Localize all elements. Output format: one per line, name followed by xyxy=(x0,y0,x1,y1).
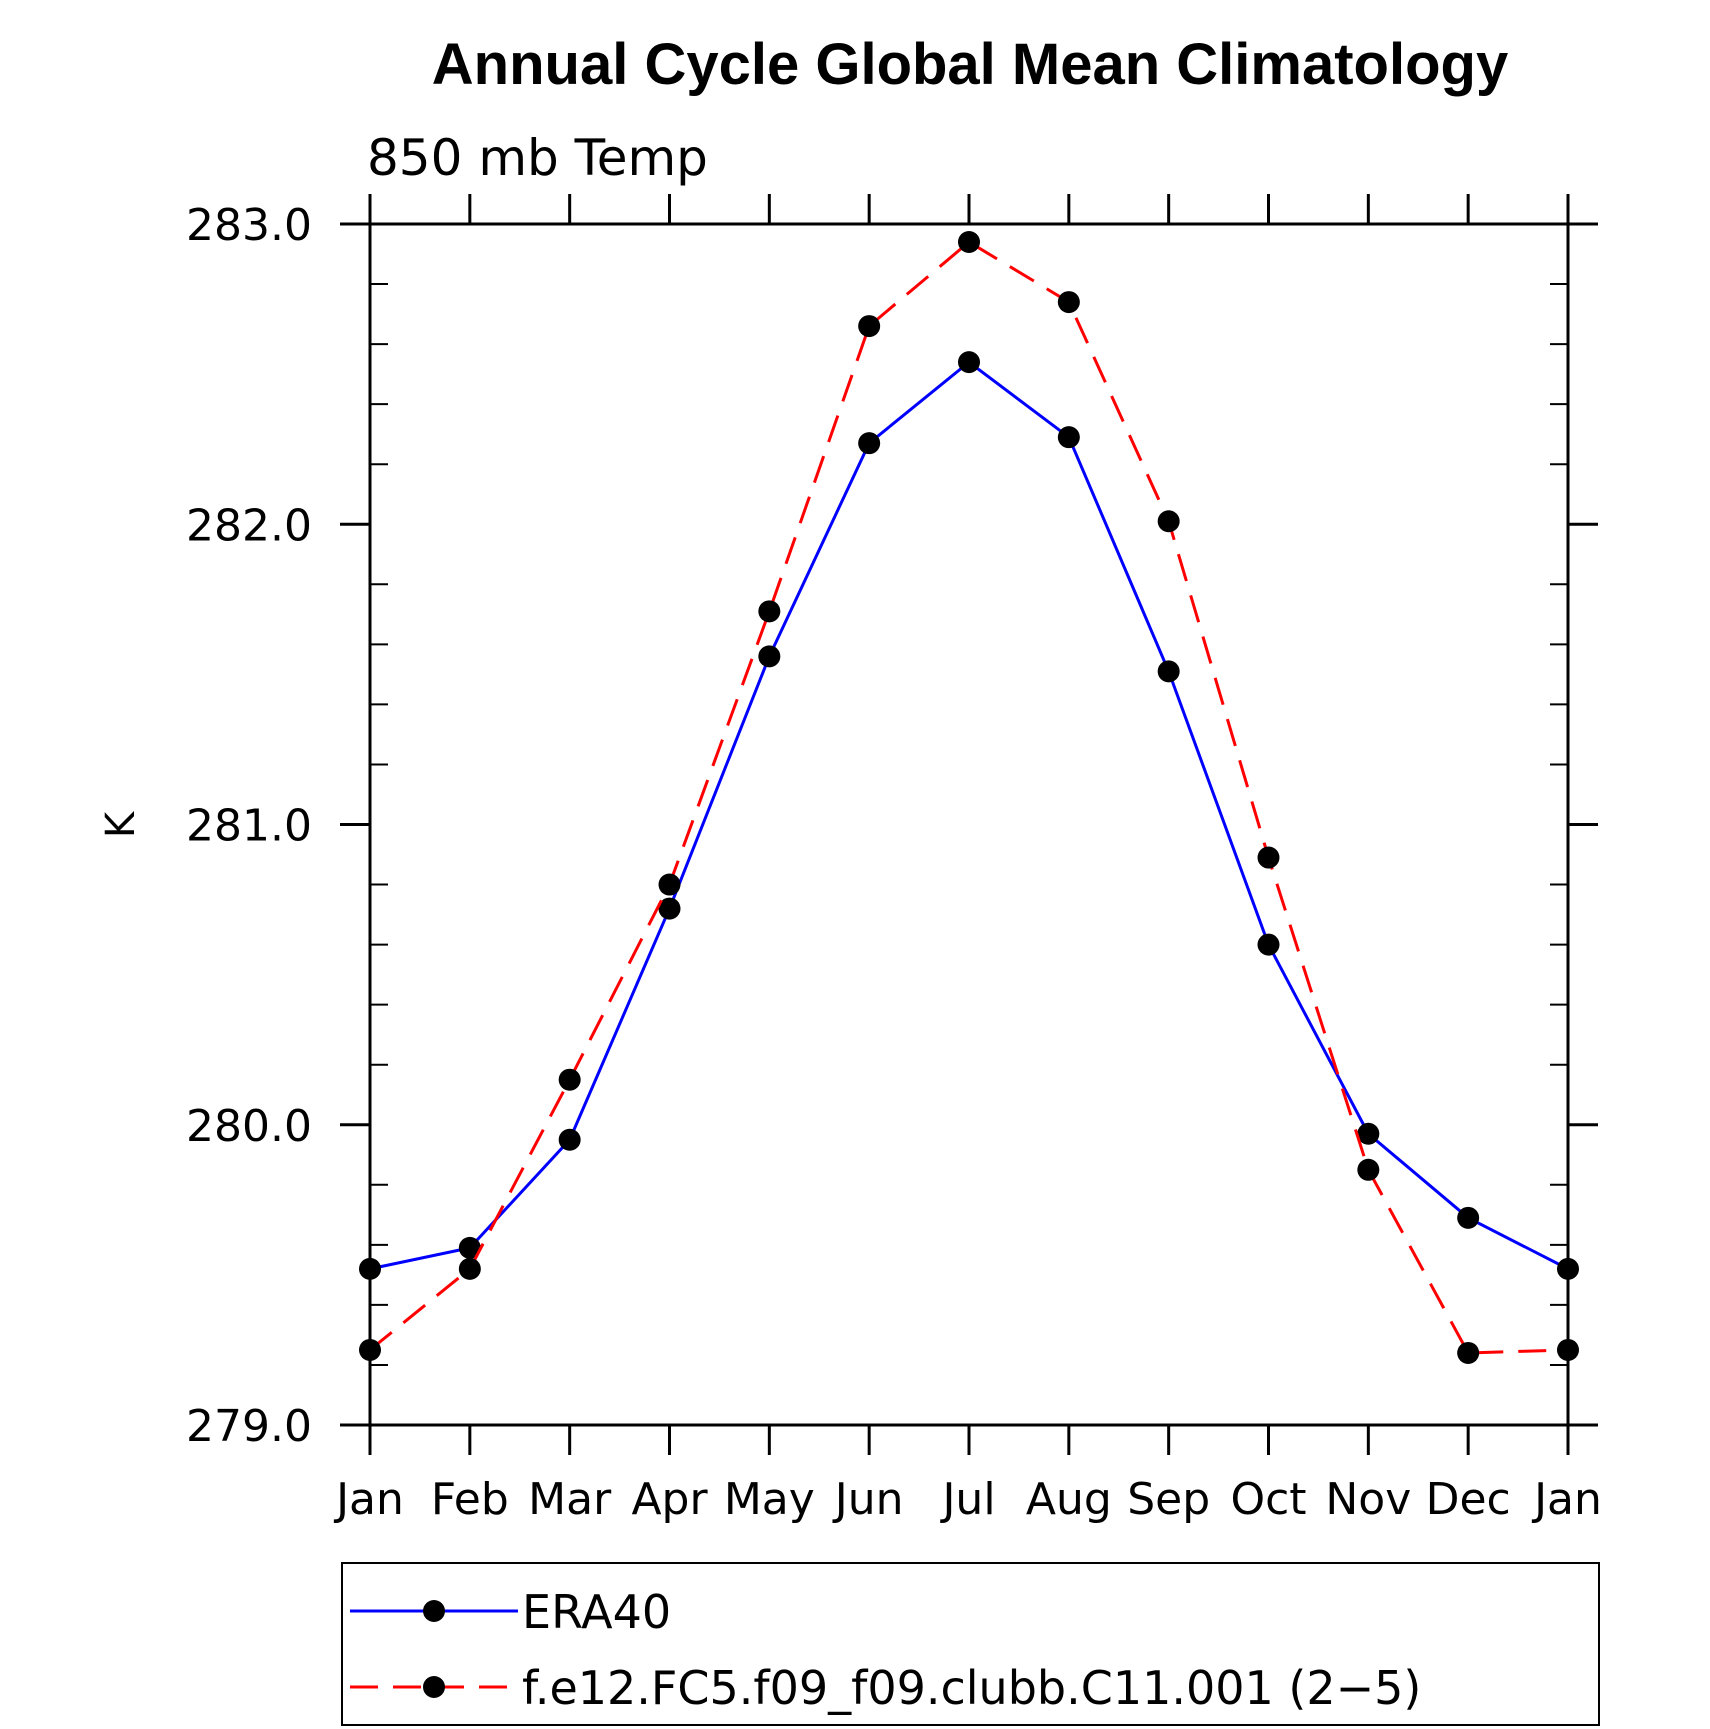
series-1-point xyxy=(858,432,881,455)
series-2-point xyxy=(1057,291,1080,314)
y-tick-label: 282.0 xyxy=(186,500,312,551)
series-1-point xyxy=(1257,933,1280,956)
series-2-point xyxy=(1357,1158,1380,1181)
series-1-point xyxy=(958,351,980,374)
chart-title: Annual Cycle Global Mean Climatology xyxy=(432,32,1508,97)
series-1-point xyxy=(458,1236,481,1259)
series-2-point xyxy=(458,1257,481,1280)
x-tick-label: Oct xyxy=(1230,1474,1306,1525)
x-tick-label: Jun xyxy=(832,1474,904,1525)
chart-subtitle: 850 mb Temp xyxy=(367,129,708,187)
legend-label-2: f.e12.FC5.f09_f09.clubb.C11.001 (2−5) xyxy=(522,1661,1421,1715)
x-tick-label: Feb xyxy=(431,1474,509,1525)
series-2-point xyxy=(1257,846,1280,869)
series-2-point xyxy=(658,873,681,896)
x-tick-label: Dec xyxy=(1426,1474,1511,1525)
x-tick-label: Nov xyxy=(1325,1474,1411,1525)
series-layer xyxy=(359,231,1579,1364)
x-tick-label: Jan xyxy=(333,1474,404,1525)
legend: ERA40 f.e12.FC5.f09_f09.clubb.C11.001 (2−… xyxy=(341,1562,1600,1726)
axes: Jan Feb Mar Apr May Jun Jul Aug Sep Oct Nov Dec Jan 2… xyxy=(98,194,1602,1525)
y-tick-label: 281.0 xyxy=(186,801,312,852)
series-2-point xyxy=(1457,1341,1480,1364)
series-2-point xyxy=(558,1068,581,1091)
x-tick-label: Apr xyxy=(631,1474,708,1525)
series-2-point xyxy=(758,600,781,623)
series-1-point xyxy=(558,1128,581,1151)
series-1-point xyxy=(359,1257,381,1280)
x-tick-label: Jul xyxy=(939,1474,995,1525)
series-1-point xyxy=(758,645,781,668)
y-tick-label: 280.0 xyxy=(186,1101,312,1152)
x-tick-label: May xyxy=(724,1474,815,1525)
x-tick-label: Mar xyxy=(528,1474,612,1525)
series-line-2 xyxy=(369,240,1569,1355)
series-2-point xyxy=(359,1338,381,1361)
legend-label-1: ERA40 xyxy=(522,1585,671,1639)
series-1-point xyxy=(1457,1206,1480,1229)
series-2-point xyxy=(1157,510,1180,533)
y-axis-label: K xyxy=(98,810,144,838)
series-1-point xyxy=(1057,426,1080,449)
series-line-1 xyxy=(369,360,1569,1271)
y-tick-label: 279.0 xyxy=(186,1401,312,1452)
series-2-point xyxy=(858,315,881,338)
series-2-point xyxy=(1557,1338,1579,1361)
y-tick-label: 283.0 xyxy=(186,200,312,251)
x-tick-label: Jan xyxy=(1531,1474,1602,1525)
legend-box xyxy=(341,1562,1600,1726)
legend-swatch-marker-2 xyxy=(423,1676,445,1698)
series-1-point xyxy=(1557,1257,1579,1280)
series-1-point xyxy=(1157,660,1180,683)
plot-frame xyxy=(368,222,1570,1427)
series-2-point xyxy=(958,231,980,254)
x-tick-label: Aug xyxy=(1026,1474,1112,1525)
series-1-point xyxy=(658,897,681,920)
x-tick-label: Sep xyxy=(1127,1474,1210,1525)
legend-swatch-marker-1 xyxy=(423,1600,445,1622)
series-1-point xyxy=(1357,1122,1380,1145)
